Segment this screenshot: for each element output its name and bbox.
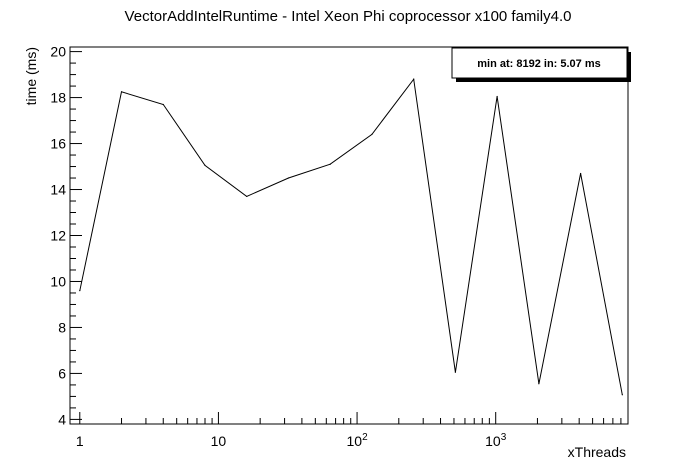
data-point [538, 383, 540, 385]
series-line [79, 77, 623, 395]
stats-box: min at: 8192 in: 5.07 ms [451, 47, 631, 82]
data-point [580, 172, 582, 175]
data-point [162, 103, 164, 106]
data-point [621, 394, 623, 396]
chart-title: VectorAddIntelRuntime - Intel Xeon Phi c… [125, 8, 572, 25]
y-tick-label: 8 [58, 319, 66, 335]
stats-box-panel [451, 47, 628, 79]
y-tick-label: 16 [50, 136, 66, 152]
data-point [454, 371, 456, 373]
data-point [287, 177, 290, 179]
stats-box-text: min at: 8192 in: 5.07 ms [477, 58, 601, 70]
x-tick-label: 1 [76, 433, 84, 449]
data-point [413, 78, 415, 80]
data-point [120, 91, 123, 93]
x-tick-label: 102 [346, 432, 368, 449]
x-tick-label: 103 [485, 432, 507, 449]
data-point [246, 195, 248, 198]
x-axis-label: xThreads [568, 444, 626, 460]
data-point [79, 290, 81, 292]
y-tick-label: 20 [50, 44, 66, 60]
y-tick-label: 18 [50, 90, 66, 106]
data-point [204, 164, 206, 166]
y-tick-label: 12 [50, 228, 66, 244]
data-point [371, 133, 373, 135]
y-tick-label: 6 [58, 365, 66, 381]
x-axis: 1 10 102 103 [76, 412, 629, 449]
y-tick-label: 14 [50, 182, 66, 198]
x-tick-label: 10 [211, 433, 227, 449]
y-axis: 4 6 8 10 12 14 16 18 20 [50, 44, 82, 427]
y-tick-label: 4 [58, 411, 66, 427]
data-point [329, 163, 331, 165]
y-tick-label: 10 [50, 273, 66, 289]
data-point [496, 95, 498, 98]
plot-frame [69, 46, 629, 425]
y-axis-label: time (ms) [23, 47, 39, 105]
series-layer [79, 77, 623, 396]
